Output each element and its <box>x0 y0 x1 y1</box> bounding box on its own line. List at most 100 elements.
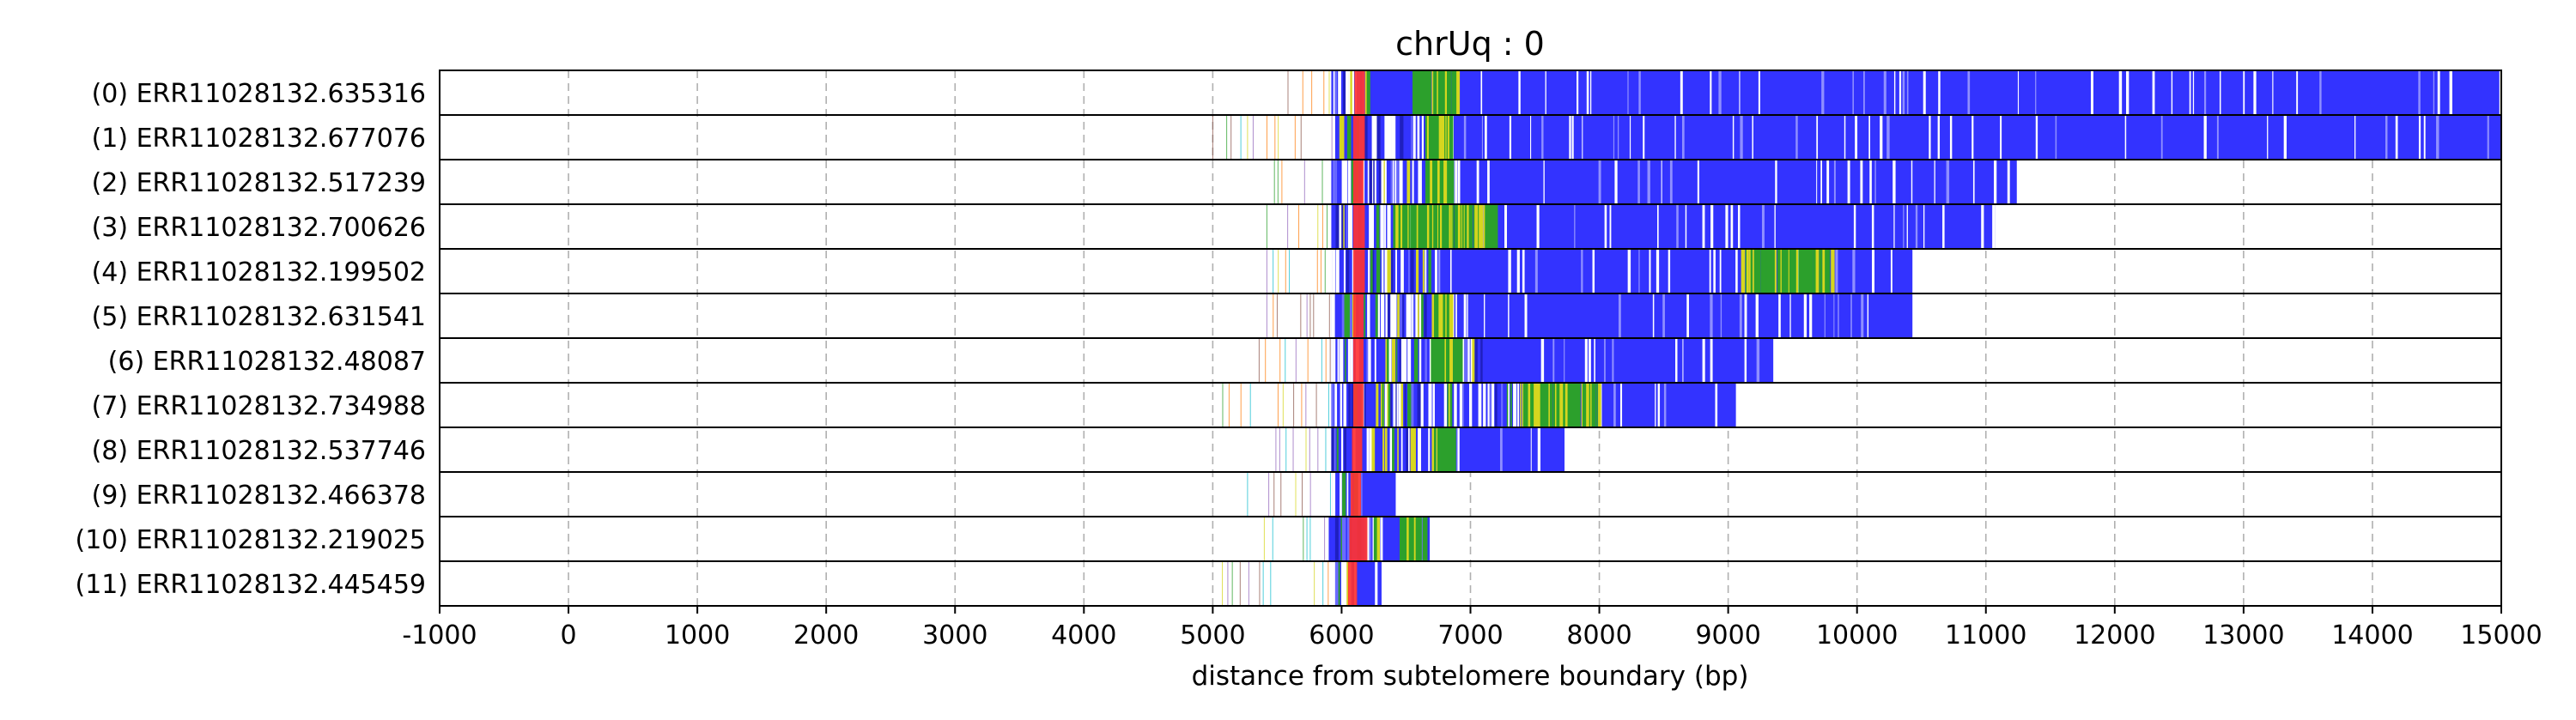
stripe-mark <box>1514 383 1517 427</box>
segment-mark <box>1586 383 1589 427</box>
stripe-mark <box>1404 383 1406 427</box>
stripe-mark <box>1376 383 1379 427</box>
stripe-mark <box>1425 249 1427 293</box>
segment-mark <box>1753 249 1758 293</box>
stripe-mark <box>1368 249 1370 293</box>
stripe-mark <box>2090 70 2093 115</box>
stripe-mark <box>1347 160 1352 204</box>
stripe-mark <box>1341 293 1346 338</box>
stripe-mark <box>1541 115 1544 160</box>
stripe-mark <box>1377 293 1381 338</box>
stripe-mark <box>2385 115 2388 160</box>
segment-mark <box>1433 338 1437 383</box>
segment-mark <box>1433 70 1437 115</box>
stripe-mark <box>1371 115 1375 160</box>
segment-mark <box>1350 472 1361 517</box>
stripe-mark <box>1861 293 1864 338</box>
stripe-mark <box>1374 338 1376 383</box>
segment-mark <box>1774 249 1777 293</box>
segment-mark <box>1594 383 1596 427</box>
segment-mark <box>1443 427 1447 472</box>
stripe-mark <box>1821 70 1825 115</box>
segment-mark <box>1450 160 1455 204</box>
x-tick-label: 15000 <box>2460 620 2542 650</box>
stripe-mark <box>1437 249 1441 293</box>
stripe-mark <box>1332 249 1336 293</box>
stripe-mark <box>1720 293 1722 338</box>
segment-mark <box>1532 383 1535 427</box>
chart-title: chrUq : 0 <box>1395 25 1545 63</box>
segment-mark <box>1778 249 1783 293</box>
segment-mark <box>1802 249 1807 293</box>
segment-mark <box>1407 517 1410 561</box>
read-bar <box>1331 293 1913 338</box>
segment-mark <box>1552 383 1556 427</box>
read-label: (7) ERR11028132.734988 <box>92 391 426 421</box>
stripe-mark <box>1893 204 1895 249</box>
segment-mark <box>1584 383 1587 427</box>
stripe-mark <box>1844 115 1846 160</box>
stripe-mark <box>1618 293 1621 338</box>
segment-mark <box>1743 249 1746 293</box>
stripe-mark <box>1508 249 1511 293</box>
segment-mark <box>1426 160 1431 204</box>
stripe-mark <box>1508 383 1510 427</box>
stripe-mark <box>1421 293 1424 338</box>
stripe-mark <box>2189 70 2191 115</box>
segment-mark <box>1492 204 1496 249</box>
stripe-mark <box>1350 338 1353 383</box>
segment-mark <box>1449 70 1451 115</box>
stripe-mark <box>1594 338 1595 383</box>
stripe-mark <box>1775 160 1777 204</box>
segment-mark <box>1402 517 1406 561</box>
stripe-mark <box>1456 427 1458 472</box>
segment-mark <box>1447 160 1450 204</box>
segment-mark <box>1828 249 1831 293</box>
segment-mark <box>1556 383 1559 427</box>
segment-mark <box>1437 427 1441 472</box>
stripe-mark <box>1380 204 1384 249</box>
stripe-mark <box>1449 383 1453 427</box>
stripe-mark <box>1871 204 1874 249</box>
read-bar <box>1331 70 2501 115</box>
stripe-mark <box>1459 383 1463 427</box>
segment-mark <box>1451 70 1454 115</box>
stripe-mark <box>1413 338 1419 383</box>
read-label: (5) ERR11028132.631541 <box>92 302 426 332</box>
segment-mark <box>1393 204 1398 249</box>
segment-mark <box>1443 160 1446 204</box>
stripe-mark <box>1346 249 1350 293</box>
stripe-mark <box>1480 70 1483 115</box>
stripe-mark <box>1649 249 1651 293</box>
segment-mark <box>1435 160 1438 204</box>
stripe-mark <box>1492 383 1495 427</box>
segment-mark <box>1817 249 1820 293</box>
stripe-mark <box>1816 160 1818 204</box>
stripe-mark <box>2124 115 2127 160</box>
stripe-mark <box>2437 70 2440 115</box>
stripe-mark <box>1476 160 1479 204</box>
x-tick-label: 14000 <box>2331 620 2413 650</box>
segment-mark <box>1452 427 1455 472</box>
stripe-mark <box>1408 293 1412 338</box>
stripe-mark <box>1384 427 1388 472</box>
stripe-mark <box>1735 249 1738 293</box>
stripe-mark <box>1367 293 1370 338</box>
segment-mark <box>1813 249 1817 293</box>
stripe-mark <box>2283 115 2287 160</box>
segment-mark <box>1396 204 1401 249</box>
segment-mark <box>1564 383 1569 427</box>
segment-mark <box>1426 204 1431 249</box>
segment-mark <box>1491 204 1494 249</box>
stripe-mark <box>1394 160 1397 204</box>
segment-mark <box>1443 204 1446 249</box>
stripe-mark <box>1871 249 1875 293</box>
stripe-mark <box>1612 338 1614 383</box>
stripe-mark <box>1408 249 1410 293</box>
segment-mark <box>1438 293 1442 338</box>
stripe-mark <box>2433 70 2435 115</box>
stripe-mark <box>1341 427 1344 472</box>
stripe-mark <box>1343 204 1345 249</box>
stripe-mark <box>1744 293 1747 338</box>
segment-mark <box>1450 293 1453 338</box>
